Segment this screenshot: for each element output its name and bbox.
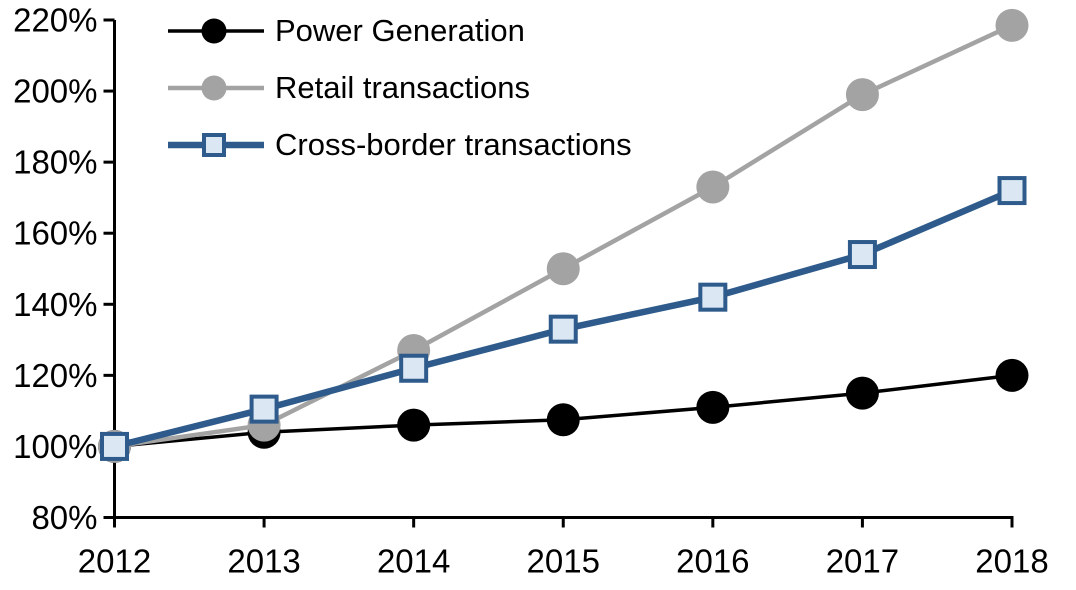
x-axis-tick-label: 2018: [975, 543, 1048, 580]
x-axis-tick-label: 2017: [826, 543, 899, 580]
data-point-marker-retail-transactions: [995, 8, 1029, 42]
data-point-marker-power-generation: [845, 376, 879, 410]
y-axis-tick-label: 220%: [13, 2, 97, 39]
legend-label-retail-transactions: Retail transactions: [275, 70, 531, 105]
y-axis-tick-label: 180%: [13, 144, 97, 181]
series-power-generation: [98, 358, 1029, 463]
legend-marker-power-generation: [168, 18, 264, 43]
axis-labels: 80% 100% 120% 140% 160% 180% 200% 220% 2012 2013 2…: [13, 2, 1049, 580]
y-axis-tick-label: 120%: [13, 357, 97, 394]
y-axis-tick-label: 140%: [13, 286, 97, 323]
series-cross-border-transactions: [100, 176, 1027, 461]
data-point-marker-cross-border-transactions: [249, 394, 279, 424]
data-point-marker-cross-border-transactions: [997, 176, 1027, 206]
legend-label-power-generation: Power Generation: [275, 13, 525, 48]
legend-marker-cross-border-transactions: [168, 132, 264, 157]
y-axis-tick-label: 80%: [31, 499, 97, 536]
data-point-marker-cross-border-transactions: [548, 314, 578, 344]
data-point-marker-power-generation: [397, 408, 431, 442]
data-point-marker-retail-transactions: [845, 78, 879, 112]
data-point-marker-cross-border-transactions: [100, 431, 129, 461]
legend-sample-marker: [201, 18, 227, 43]
data-point-marker-power-generation: [995, 358, 1029, 392]
x-axis-tick-label: 2014: [377, 543, 450, 580]
data-point-marker-cross-border-transactions: [698, 282, 728, 312]
data-point-marker-cross-border-transactions: [847, 240, 877, 270]
x-axis-tick-label: 2013: [227, 543, 300, 580]
x-axis-tick-label: 2015: [527, 543, 600, 580]
legend-sample-marker: [202, 132, 226, 157]
y-axis-tick-label: 200%: [13, 73, 97, 110]
y-axis-tick-label: 100%: [13, 428, 97, 465]
legend-sample-marker: [201, 75, 227, 100]
legend-item-retail-transactions: Retail transactions: [168, 59, 632, 116]
data-point-marker-retail-transactions: [696, 170, 730, 204]
legend-item-cross-border-transactions: Cross-border transactions: [168, 116, 632, 173]
x-axis-tick-label: 2016: [676, 543, 749, 580]
legend-item-power-generation: Power Generation: [168, 2, 632, 59]
data-point-marker-power-generation: [546, 403, 580, 437]
data-point-marker-cross-border-transactions: [399, 353, 429, 383]
legend-label-cross-border-transactions: Cross-border transactions: [275, 127, 632, 162]
data-point-marker-power-generation: [696, 390, 730, 424]
chart-legend: Power Generation Retail transactions Cro…: [168, 2, 632, 173]
y-axis-tick-label: 160%: [13, 215, 97, 252]
x-axis-tick-label: 2012: [78, 543, 151, 580]
legend-marker-retail-transactions: [168, 75, 264, 100]
data-point-marker-retail-transactions: [546, 252, 580, 286]
